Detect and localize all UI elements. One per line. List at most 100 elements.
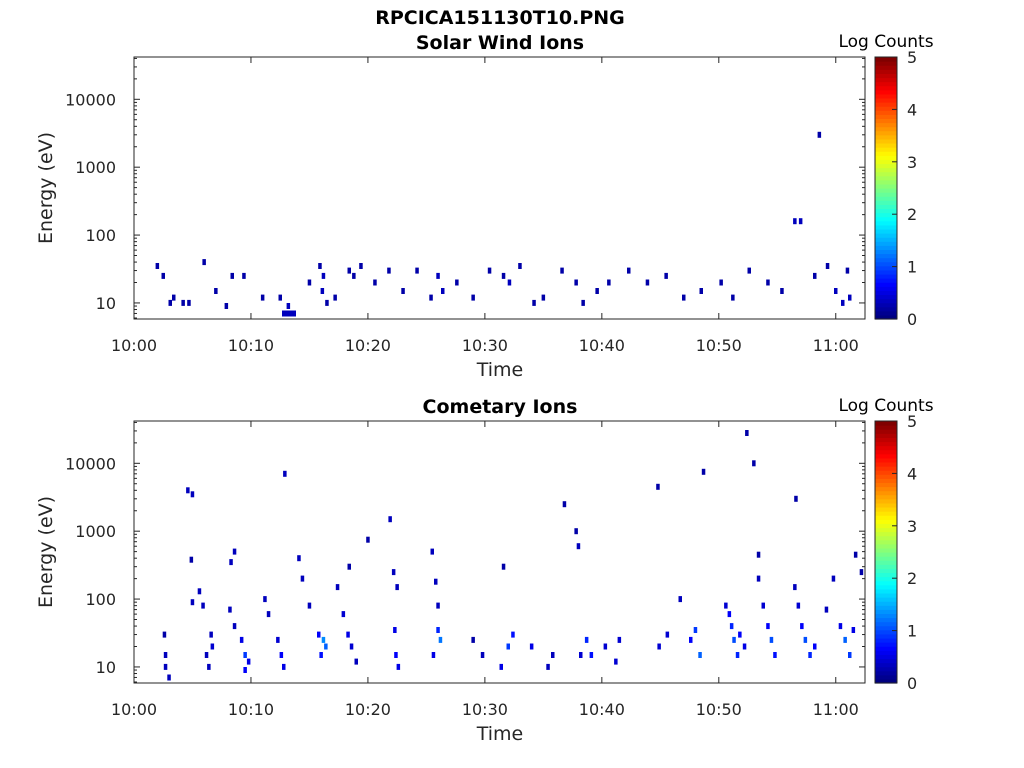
solar-wind-cell [230,272,234,279]
cometary-cell [321,636,326,643]
solar-wind-colorbar-segment [875,163,897,169]
solar-wind-cell [214,288,218,294]
cometary-colorbar-segment [875,453,897,459]
solar-wind-cell [441,288,445,294]
cometary-title: Cometary Ions [423,396,578,418]
cometary-cell [824,606,829,613]
solar-wind-cell [436,272,440,279]
cometary-colorbar-segment [875,588,897,594]
cometary-colorbar-label: Log Counts [838,396,933,416]
cometary-colorbar-segment [875,633,897,639]
cometary-colorbar-tick-label: 3 [907,517,917,536]
cometary-cell [393,627,397,633]
solar-wind-cell [181,299,185,306]
cometary-cell [745,430,749,436]
cometary-cell [752,460,756,467]
solar-wind-cell [373,279,377,286]
cometary-cell [756,551,761,558]
solar-wind-cell [168,299,172,306]
cometary-y-tick-label: 10000 [65,454,116,473]
cometary-cell [307,602,312,609]
solar-wind-colorbar-segment [875,224,897,230]
cometary-colorbar-segment [875,527,897,533]
cometary-colorbar-tick-label: 5 [907,412,917,431]
cometary-colorbar-segment [875,478,897,483]
cometary-cell [614,658,618,665]
cometary-colorbar-segment [875,543,897,549]
cometary-colorbar-segment [875,425,897,430]
cometary-cell [499,663,503,670]
solar-wind-colorbar-segment [875,282,897,287]
solar-wind-cell [289,310,293,317]
figure-title: RPCICA151130T10.PNG [375,7,625,29]
cometary-colorbar-segment [875,547,897,553]
solar-wind-cell [574,279,578,286]
solar-wind-cell [359,263,363,269]
solar-wind-cell [318,263,322,269]
solar-wind-colorbar-segment [875,171,897,177]
solar-wind-colorbar-segment [875,114,897,119]
cometary-colorbar-segment [875,650,897,655]
cometary-cell [266,611,271,618]
solar-wind-colorbar-segment [875,245,897,250]
solar-wind-cell [595,288,599,294]
cometary-cell [574,528,578,535]
solar-wind-cell [645,279,650,286]
solar-wind-cell [817,131,822,138]
solar-wind-x-label: Time [476,359,524,381]
solar-wind-cell [429,294,433,301]
solar-wind-cell [387,267,391,274]
solar-wind-colorbar-segment [875,126,897,132]
cometary-colorbar-tick-label: 0 [907,674,917,693]
solar-wind-colorbar-segment [875,183,897,189]
cometary-colorbar-segment [875,564,897,569]
cometary-cell [394,652,398,658]
solar-wind-cell [813,272,817,279]
cometary-y-tick-label: 10 [96,658,116,677]
solar-wind-y-tick-label: 100 [85,226,116,245]
cometary-colorbar-segment [875,674,897,680]
solar-wind-colorbar-segment [875,102,897,107]
solar-wind-cell [307,279,312,286]
cometary-cell [501,563,506,570]
cometary-cell [186,487,190,494]
solar-wind-cell [292,310,296,317]
cometary-cell [388,516,392,523]
cometary-cell [317,631,321,638]
cometary-colorbar-segment [875,670,897,676]
solar-wind-y-axis: 10 100 1000 10000 [65,57,865,319]
cometary-cell [656,483,660,490]
solar-wind-colorbar-segment [875,298,897,304]
cometary-cell [438,636,443,643]
solar-wind-x-tick-label: 10:10 [228,336,274,355]
cometary-colorbar-segment [875,592,897,598]
cometary-cell [724,602,728,609]
solar-wind-cell [224,303,229,309]
solar-wind-colorbar-segment [875,237,897,242]
cometary-x-tick-label: 10:40 [579,700,625,719]
solar-wind-colorbar-tick-label: 3 [907,153,917,172]
solar-wind-colorbar-segment [875,142,897,148]
cometary-colorbar-segment [875,466,897,471]
cometary-colorbar-segment [875,535,897,541]
solar-wind-colorbar-segment [875,257,897,263]
solar-wind-colorbar-segment [875,208,897,214]
solar-wind-title: Solar Wind Ions [416,32,584,54]
cometary-colorbar-segment [875,539,897,545]
cometary-cell [551,652,555,658]
cometary-colorbar-tick-label: 1 [907,622,917,641]
cometary-cell [431,652,436,658]
cometary-cell [349,643,354,650]
cometary-cell [436,627,440,633]
solar-wind-colorbar-segment [875,110,897,115]
cometary-colorbar-segment [875,457,897,463]
cometary-cell [742,643,747,650]
cometary-cell [246,658,251,665]
cometary-colorbar-frame [874,420,898,684]
cometary-cell [436,602,440,609]
cometary-x-tick-label: 10:10 [228,700,274,719]
cometary-cell [732,636,736,643]
cometary-cell [735,652,740,658]
cometary-colorbar-segment [875,576,897,582]
cometary-colorbar-segment [875,629,897,635]
